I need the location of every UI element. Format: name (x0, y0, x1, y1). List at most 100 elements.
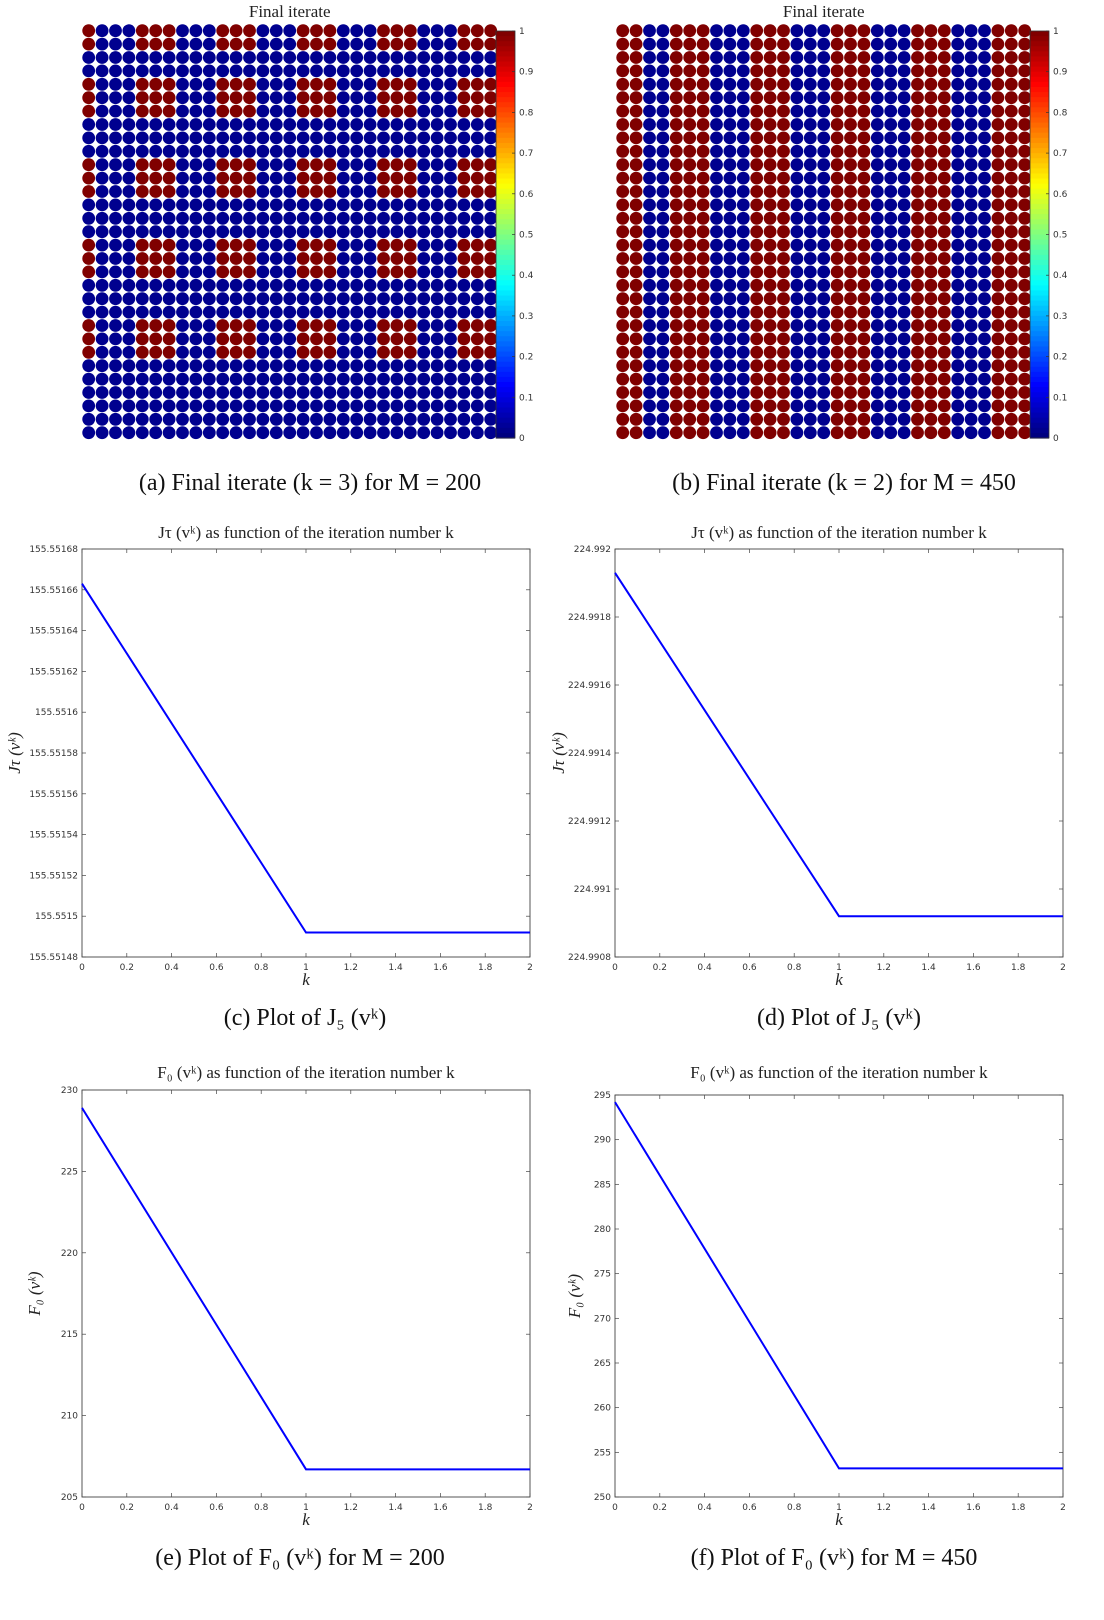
heatmap-cell (763, 144, 777, 158)
colorbar-segment (496, 417, 515, 424)
heatmap-cell (283, 225, 297, 239)
heatmap-cell (911, 91, 924, 105)
heatmap-cell (830, 372, 844, 386)
heatmap-cell (350, 51, 364, 64)
heatmap-cell (310, 265, 323, 279)
heatmap-cell (444, 37, 457, 51)
heatmap-cell (216, 144, 230, 158)
heatmap-cell (897, 399, 911, 413)
heatmap-cell (202, 198, 216, 212)
heatmap-cell (122, 91, 136, 105)
heatmap-cell (978, 372, 991, 386)
heatmap-cell (363, 399, 377, 413)
heatmap-cell (723, 64, 737, 78)
colorbar-segment (496, 320, 515, 327)
heatmap-cell (669, 332, 683, 346)
x-tick-label: 0 (612, 963, 618, 973)
colorbar-segment (496, 66, 515, 73)
heatmap-cell (790, 265, 804, 279)
heatmap-cell (924, 386, 938, 399)
heatmap-cell (1004, 91, 1018, 105)
heatmap-cell (683, 118, 697, 131)
heatmap-cell (310, 386, 323, 399)
heatmap-cell (978, 252, 991, 265)
heatmap-cell (109, 144, 122, 158)
heatmap-cell (803, 332, 817, 346)
x-tick-label: 0.2 (120, 963, 134, 973)
heatmap-cell (911, 426, 924, 440)
colorbar-segment (1030, 71, 1049, 78)
heatmap-cell (283, 265, 297, 279)
heatmap-cell (1004, 104, 1018, 118)
heatmap-cell (777, 399, 790, 413)
heatmap-cell (243, 144, 256, 158)
heatmap-cell (229, 37, 243, 51)
heatmap-cell (723, 51, 737, 64)
heatmap-cell (470, 64, 484, 78)
heatmap-cell (964, 131, 978, 145)
heatmap-cell (710, 77, 723, 91)
heatmap-cell (269, 211, 283, 225)
heatmap-cell (403, 292, 417, 306)
heatmap-cell (377, 158, 390, 172)
heatmap-cell (884, 24, 898, 38)
heatmap-cell (377, 372, 390, 386)
heatmap-cell (763, 265, 777, 279)
heatmap-cell (790, 171, 804, 185)
x-axis-label: k (835, 970, 843, 989)
colorbar-tick-label: 0.2 (519, 353, 533, 363)
heatmap-cell (336, 37, 350, 51)
heatmap-cell (82, 305, 96, 319)
heatmap-cell (417, 225, 431, 239)
heatmap-cell (229, 24, 243, 38)
heatmap-cell (951, 118, 965, 131)
heatmap-cell (911, 77, 924, 91)
heatmap-cell (736, 319, 750, 332)
heatmap-cell (750, 412, 764, 426)
heatmap-cell (790, 332, 804, 346)
heatmap-cell (202, 118, 216, 131)
heatmap-cell (696, 265, 710, 279)
heatmap-cell (109, 171, 122, 185)
heatmap-cell (629, 185, 643, 198)
heatmap-cell (683, 185, 697, 198)
x-tick-label: 0.2 (653, 963, 667, 973)
heatmap-cell (924, 265, 938, 279)
heatmap-cell (176, 91, 189, 105)
colorbar-segment (1030, 275, 1049, 281)
heatmap-cell (736, 238, 750, 252)
heatmap-cell (884, 211, 898, 225)
heatmap-cell (229, 118, 243, 131)
heatmap-cell (803, 238, 817, 252)
heatmap-cell (736, 252, 750, 265)
heatmap-cell (135, 292, 149, 306)
heatmap-cell (656, 399, 670, 413)
heatmap-cell (457, 238, 471, 252)
heatmap-cell (363, 91, 377, 105)
heatmap-cell (269, 386, 283, 399)
heatmap-cell (710, 171, 723, 185)
heatmap-cell (951, 37, 965, 51)
colorbar-segment (496, 86, 515, 93)
colorbar-tick-label: 0.6 (519, 190, 534, 200)
heatmap-cell (470, 158, 484, 172)
heatmap-cell (256, 198, 270, 212)
colorbar-segment (1030, 407, 1049, 414)
heatmap-cell (350, 386, 364, 399)
heatmap-cell (777, 238, 790, 252)
heatmap-cell (216, 37, 230, 51)
heatmap-cell (323, 332, 337, 346)
heatmap-cell (470, 426, 484, 440)
heatmap-cell (964, 399, 978, 413)
heatmap-cell (430, 104, 444, 118)
heatmap-cell (216, 118, 230, 131)
heatmap-cell (189, 386, 203, 399)
colorbar-segment (1030, 148, 1049, 154)
heatmap-cell (82, 158, 96, 172)
heatmap-cell (202, 24, 216, 38)
y-tick-label: 155.55164 (29, 627, 78, 637)
heatmap-cell (723, 171, 737, 185)
heatmap-cell (310, 238, 323, 252)
heatmap-cell (683, 292, 697, 306)
heatmap-cell (830, 278, 844, 292)
